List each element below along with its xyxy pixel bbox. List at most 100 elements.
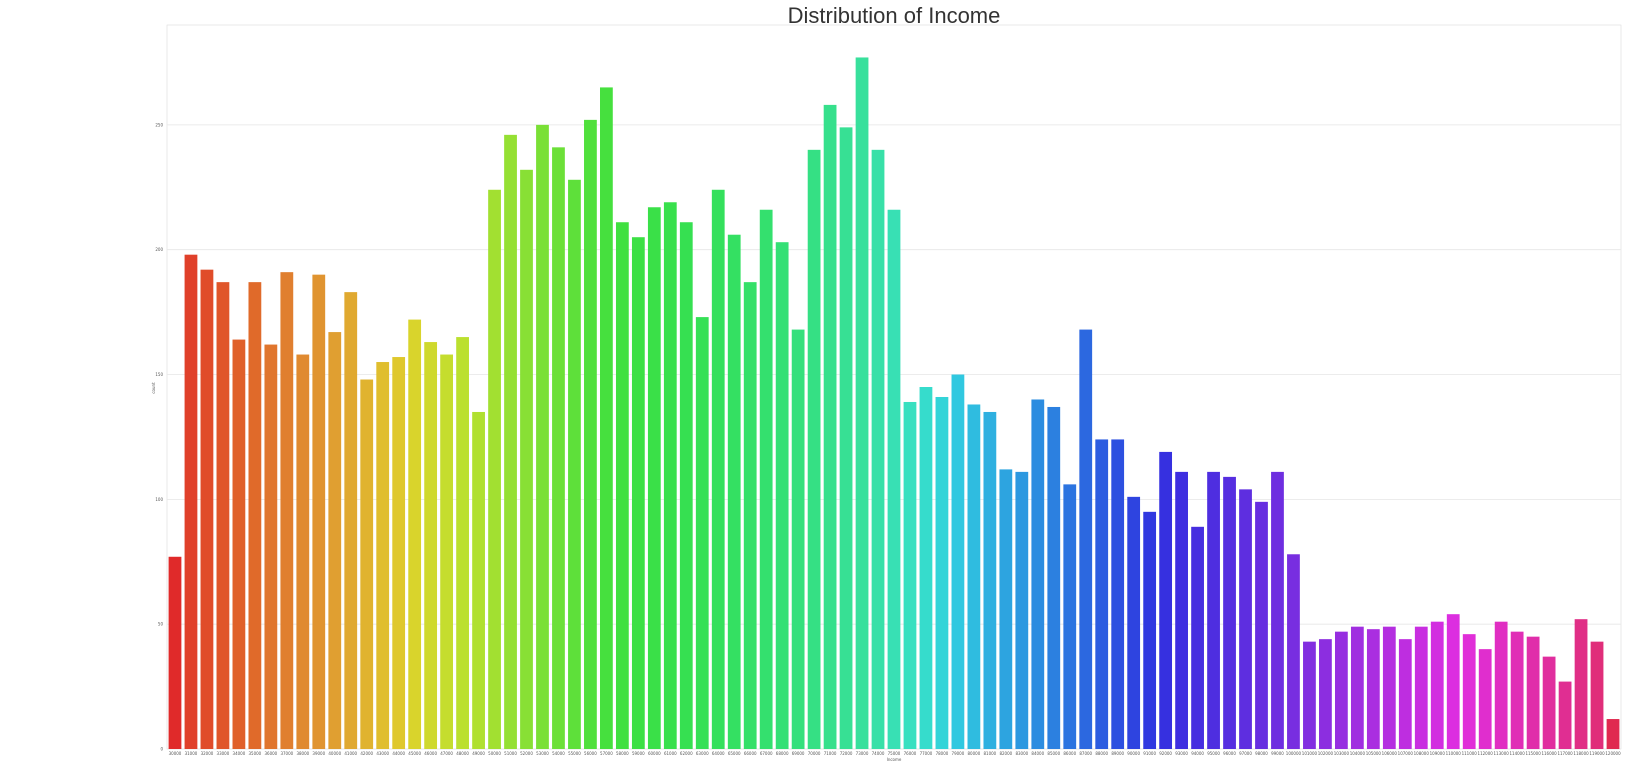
bar-80000 bbox=[967, 404, 981, 749]
bar-110000 bbox=[1446, 614, 1460, 749]
x-tick-label: 101000 bbox=[1302, 751, 1318, 756]
bar-56000 bbox=[584, 119, 597, 750]
x-tick-label: 119000 bbox=[1589, 751, 1605, 756]
x-tick-label: 34000 bbox=[233, 751, 246, 756]
bar-70000 bbox=[807, 149, 821, 749]
x-tick-label: 77000 bbox=[920, 751, 933, 756]
x-tick-label: 52000 bbox=[520, 751, 533, 756]
bar-81000 bbox=[983, 411, 997, 749]
bar-116000 bbox=[1542, 656, 1556, 749]
x-tick-label: 71000 bbox=[824, 751, 837, 756]
bar-51000 bbox=[504, 134, 517, 750]
bar-49000 bbox=[472, 411, 485, 749]
x-tick-label: 53000 bbox=[536, 751, 549, 756]
x-axis-label: Income bbox=[887, 757, 902, 762]
bar-85000 bbox=[1047, 406, 1061, 749]
bar-63000 bbox=[695, 317, 709, 749]
x-tick-label: 103000 bbox=[1334, 751, 1350, 756]
bar-84000 bbox=[1031, 399, 1045, 749]
x-tick-label: 78000 bbox=[936, 751, 949, 756]
x-tick-label: 48000 bbox=[456, 751, 469, 756]
bar-45000 bbox=[408, 319, 422, 749]
x-tick-label: 31000 bbox=[185, 751, 198, 756]
bar-100000 bbox=[1287, 554, 1300, 749]
x-tick-label: 106000 bbox=[1382, 751, 1398, 756]
bar-105000 bbox=[1366, 629, 1380, 749]
bar-91000 bbox=[1143, 511, 1157, 749]
bar-107000 bbox=[1398, 639, 1412, 749]
x-tick-label: 89000 bbox=[1111, 751, 1124, 756]
bar-66000 bbox=[743, 282, 757, 749]
bar-75000 bbox=[887, 209, 901, 750]
bar-69000 bbox=[791, 329, 805, 749]
x-tick-label: 100000 bbox=[1286, 751, 1302, 756]
x-tick-label: 80000 bbox=[968, 751, 981, 756]
bar-112000 bbox=[1478, 649, 1492, 749]
bar-54000 bbox=[552, 147, 565, 749]
x-tick-label: 79000 bbox=[952, 751, 965, 756]
x-tick-label: 97000 bbox=[1239, 751, 1252, 756]
x-tick-label: 94000 bbox=[1191, 751, 1204, 756]
x-tick-label: 43000 bbox=[376, 751, 389, 756]
bar-104000 bbox=[1350, 626, 1364, 749]
x-tick-label: 107000 bbox=[1398, 751, 1414, 756]
x-tick-label: 91000 bbox=[1143, 751, 1156, 756]
x-tick-label: 38000 bbox=[296, 751, 309, 756]
x-tick-label: 81000 bbox=[984, 751, 997, 756]
x-tick-label: 36000 bbox=[264, 751, 277, 756]
bar-46000 bbox=[424, 342, 438, 749]
x-tick-label: 104000 bbox=[1350, 751, 1366, 756]
bar-113000 bbox=[1494, 621, 1508, 749]
bar-59000 bbox=[631, 237, 645, 749]
y-axis-label: count bbox=[151, 382, 156, 394]
x-tick-label: 58000 bbox=[616, 751, 629, 756]
x-tick-label: 69000 bbox=[792, 751, 805, 756]
x-tick-label: 74000 bbox=[872, 751, 885, 756]
x-tick-label: 54000 bbox=[552, 751, 565, 756]
bar-55000 bbox=[568, 179, 581, 750]
x-tick-label: 47000 bbox=[440, 751, 453, 756]
bars bbox=[168, 57, 1620, 750]
x-tick-label: 67000 bbox=[760, 751, 773, 756]
bar-72000 bbox=[839, 127, 853, 750]
x-tick-label: 87000 bbox=[1079, 751, 1092, 756]
x-tick-label: 115000 bbox=[1525, 751, 1541, 756]
x-tick-label: 40000 bbox=[328, 751, 341, 756]
x-tick-label: 30000 bbox=[169, 751, 182, 756]
bar-48000 bbox=[456, 337, 469, 749]
bar-34000 bbox=[232, 339, 246, 749]
bar-50000 bbox=[488, 189, 501, 749]
bar-99000 bbox=[1271, 471, 1284, 749]
bar-53000 bbox=[536, 124, 549, 750]
bar-62000 bbox=[679, 222, 693, 750]
bar-102000 bbox=[1319, 639, 1332, 749]
x-tick-label: 64000 bbox=[712, 751, 725, 756]
bar-118000 bbox=[1574, 619, 1588, 749]
bar-77000 bbox=[919, 387, 933, 749]
y-tick-labels: 0 50 100 150 200 250 bbox=[155, 122, 163, 751]
bar-37000 bbox=[280, 272, 294, 749]
x-tick-label: 76000 bbox=[904, 751, 917, 756]
bar-119000 bbox=[1590, 641, 1604, 749]
x-tick-label: 117000 bbox=[1557, 751, 1573, 756]
bar-73000 bbox=[855, 57, 869, 749]
bar-103000 bbox=[1334, 631, 1348, 749]
x-tick-label: 32000 bbox=[201, 751, 214, 756]
x-tick-label: 95000 bbox=[1207, 751, 1220, 756]
x-tick-label: 113000 bbox=[1494, 751, 1510, 756]
x-tick-label: 65000 bbox=[728, 751, 741, 756]
x-tick-label: 109000 bbox=[1430, 751, 1446, 756]
bar-89000 bbox=[1111, 439, 1125, 749]
bar-83000 bbox=[1015, 471, 1029, 749]
x-tick-label: 51000 bbox=[504, 751, 517, 756]
bar-74000 bbox=[871, 149, 885, 749]
bar-64000 bbox=[711, 189, 725, 749]
x-tick-label: 110000 bbox=[1446, 751, 1462, 756]
bar-87000 bbox=[1079, 329, 1093, 749]
y-tick-label: 200 bbox=[155, 247, 163, 252]
bar-58000 bbox=[615, 222, 629, 750]
bar-30000 bbox=[168, 556, 182, 749]
bar-67000 bbox=[759, 209, 773, 750]
x-tick-label: 85000 bbox=[1047, 751, 1060, 756]
bar-117000 bbox=[1558, 681, 1572, 749]
